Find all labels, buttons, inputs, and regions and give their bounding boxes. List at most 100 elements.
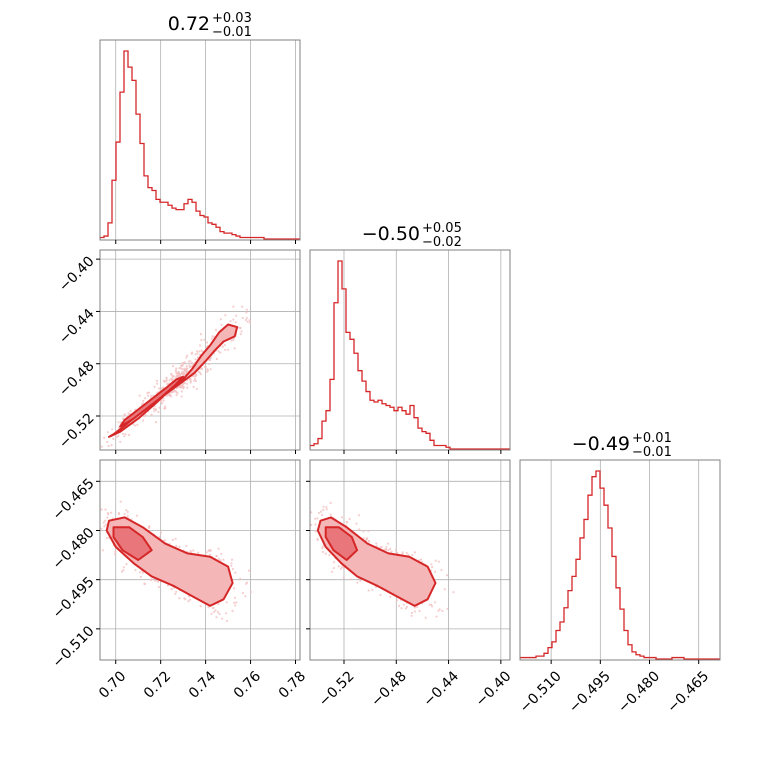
hist-p3-xtick-label: −0.510 [517,668,565,716]
hist-p2-title-value: −0.50 [362,223,420,245]
scatter-p1-p2-sample-point [106,440,109,444]
scatter-p1-p2-sample-point [169,395,173,398]
scatter-p2-p3-sample-point [322,550,325,554]
scatter-p1-p3-sample-point [122,569,125,572]
scatter-p1-p3-sample-point [171,538,174,542]
scatter-p1-p3-sample-point [170,588,173,591]
scatter-p1-p2-sample-point [163,405,167,408]
scatter-p1-p2-sample-point [161,402,164,405]
scatter-p1-p2-sample-point [208,362,211,366]
scatter-p1-p2-sample-point [175,394,178,397]
scatter-p1-p2-sample-point [193,379,196,382]
scatter-p1-p3-ytick-label: −0.480 [50,525,98,573]
scatter-p1-p2-sample-point [194,353,197,356]
scatter-p1-p2-sample-point [185,365,188,368]
scatter-p1-p2-sample-point [190,352,193,355]
scatter-p2-p3-sample-point [310,511,313,514]
scatter-p1-p3-ytick-label: −0.465 [50,476,98,524]
scatter-p1-p3-ytick-label: −0.495 [50,574,98,622]
scatter-p2-p3-sample-point [342,576,345,579]
scatter-p1-p2-sample-point [186,370,189,373]
scatter-p1-p3-sample-point [214,609,217,612]
scatter-p1-p3-sample-point [217,547,220,550]
scatter-p2-p3-sample-point [367,589,370,592]
scatter-p2-p3-xtick-label: −0.48 [368,668,410,710]
hist-p1-histogram-step [100,50,300,240]
hist-p1-title-value: 0.72 [168,13,210,35]
scatter-p1-p3-sample-point [218,612,221,616]
scatter-p1-p2-sample-point [183,361,186,364]
scatter-p1-p2-sample-point [185,356,188,359]
scatter-p2-p3-sample-point [358,528,361,531]
scatter-p1-p3-sample-point [126,510,129,513]
scatter-p1-p2-sample-point [122,417,125,420]
scatter-p1-p2-sample-point [97,450,99,452]
scatter-p1-p2-sample-point [194,358,197,361]
scatter-p1-p2-sample-point [229,320,232,323]
scatter-p1-p3-sample-point [222,558,225,561]
scatter-p1-p2-sample-point [153,385,156,388]
scatter-p1-p3-ytick-label: −0.510 [50,623,98,671]
scatter-p2-p3-sample-point [410,614,413,617]
scatter-p1-p2-sample-point [173,389,176,392]
scatter-p1-p2-sample-point [174,369,177,372]
scatter-p2-p3-sample-point [434,559,437,562]
scatter-p1-p3-sample-point [143,582,146,585]
scatter-p1-p3-sample-point [106,516,109,519]
scatter-p1-p2-sample-point [193,377,197,380]
scatter-p2-p3-sample-point [304,508,306,510]
scatter-p2-p3-xtick-label: −0.44 [421,668,463,710]
scatter-p2-p3-sample-point [431,565,434,569]
scatter-p2-p3-sample-point [446,607,449,610]
scatter-p2-p3-sample-point [411,554,414,557]
scatter-p1-p2-sample-point [181,364,184,367]
scatter-p1-p2-sample-point [203,338,206,341]
scatter-p2-p3-sample-point [316,517,319,520]
scatter-p1-p2-sample-point [144,413,147,416]
hist-p3-xtick-label: −0.465 [664,668,712,716]
scatter-p1-p2-sample-point [178,386,182,389]
scatter-p1-p3-sample-point [166,584,170,587]
scatter-p2-p3-sample-point [314,530,317,533]
scatter-p1-p3-sample-point [178,597,181,600]
scatter-p1-p2-sample-point [158,387,161,390]
scatter-p1-p3-sample-point [100,527,103,530]
scatter-p1-p3-sample-point [104,508,107,511]
scatter-p1-p3-sample-point [213,610,216,614]
scatter-p1-p3-sample-point [125,563,128,566]
scatter-p1-p3-sample-point [235,601,238,604]
scatter-p2-p3-sample-point [365,537,369,540]
scatter-p1-p2-sample-point [234,321,237,324]
scatter-p1-p3-sample-point [163,539,166,542]
scatter-p1-p2-sample-point [198,350,201,353]
scatter-p1-p2-sample-point [240,330,243,333]
scatter-p1-p2-sample-point [175,374,178,377]
scatter-p2-p3-sample-point [321,513,324,517]
scatter-p2-p3-sample-point [384,548,388,551]
scatter-p2-p3-sample-point [434,570,437,574]
scatter-p1-p3-sample-point [231,567,234,571]
scatter-p1-p2-sample-point [209,368,212,371]
scatter-p1-p3-sample-point [215,555,218,558]
scatter-p1-p2-sample-point [245,308,248,311]
scatter-p1-p3-sample-point [241,591,244,595]
scatter-p1-p2-frame [99,249,301,451]
scatter-p2-p3-sample-point [413,610,416,613]
scatter-p1-p2-sample-point [181,362,185,365]
scatter-p2-p3-sample-point [416,605,419,609]
scatter-p1-p2-sample-point [156,382,159,385]
scatter-p1-p3-sample-point [104,519,107,522]
scatter-p2-p3-sample-point [443,588,446,591]
scatter-p1-p3-sample-point [199,605,202,608]
hist-p2-frame [309,249,511,451]
hist-p2-title: −0.50 +0.05−0.02 [362,221,462,250]
scatter-p1-p3-sample-point [230,558,234,561]
scatter-p2-p3-sample-point [367,539,370,543]
scatter-p2-p3-sample-point [386,542,390,545]
scatter-p2-p3-sample-point [418,609,421,613]
scatter-p2-p3-sample-point [379,593,382,597]
scatter-p1-p2-sample-point [180,390,183,393]
scatter-p1-p2-sample-point [192,385,195,388]
scatter-p1-p2-sample-point [142,419,145,422]
scatter-p1-p2-sample-point [146,391,149,394]
